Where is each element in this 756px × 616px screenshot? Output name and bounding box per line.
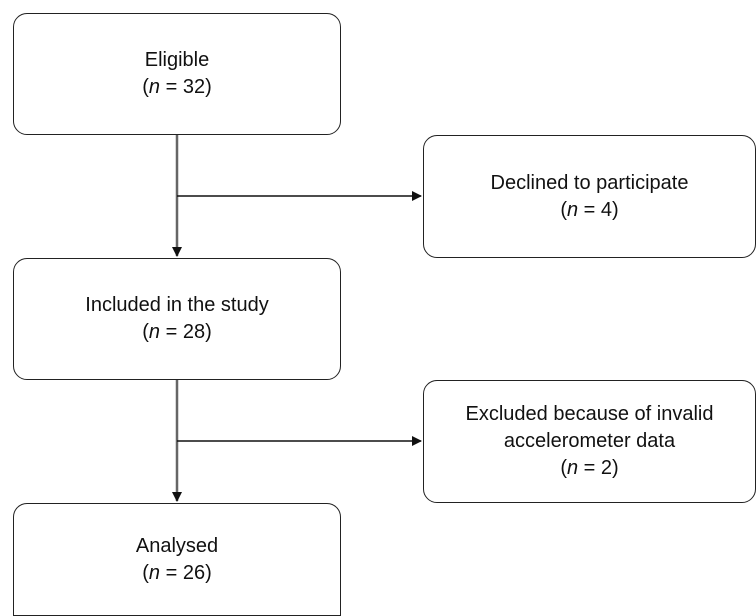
declined-count-open: ( (560, 198, 567, 221)
declined-count-value: = 4) (578, 198, 619, 221)
declined-count: (n = 4) (560, 197, 618, 224)
excluded-count-value: = 2) (578, 457, 619, 479)
included-n-symbol: n (148, 321, 161, 343)
included-count: (n = 28) (142, 319, 212, 346)
excluded-count: (n = 2) (560, 455, 618, 482)
analysed-box: Analysed (n = 26) (13, 503, 341, 616)
declined-box: Declined to participate (n = 4) (423, 135, 756, 258)
included-count-open: ( (142, 321, 149, 343)
analysed-label: Analysed (135, 534, 219, 557)
eligible-count: (n = 32) (142, 74, 212, 101)
analysed-count-open: ( (142, 561, 149, 584)
excluded-box: Excluded because of invalid acceleromete… (423, 380, 756, 503)
analysed-count-value: = 26) (160, 561, 212, 584)
included-box: Included in the study (n = 28) (13, 258, 341, 380)
excluded-count-open: ( (560, 457, 567, 479)
eligible-label: Eligible (144, 49, 210, 71)
analysed-n-symbol: n (148, 561, 161, 584)
declined-label: Declined to participate (490, 171, 689, 194)
eligible-count-value: = 32) (160, 76, 212, 98)
excluded-n-symbol: n (566, 457, 579, 479)
declined-n-symbol: n (566, 198, 579, 221)
included-count-value: = 28) (160, 321, 212, 343)
included-label: Included in the study (85, 294, 269, 316)
eligible-count-open: ( (142, 76, 149, 98)
eligible-box: Eligible (n = 32) (13, 13, 341, 135)
analysed-count: (n = 26) (142, 560, 212, 587)
excluded-label: Excluded because of invalid acceleromete… (465, 403, 714, 452)
eligible-n-symbol: n (148, 76, 161, 98)
